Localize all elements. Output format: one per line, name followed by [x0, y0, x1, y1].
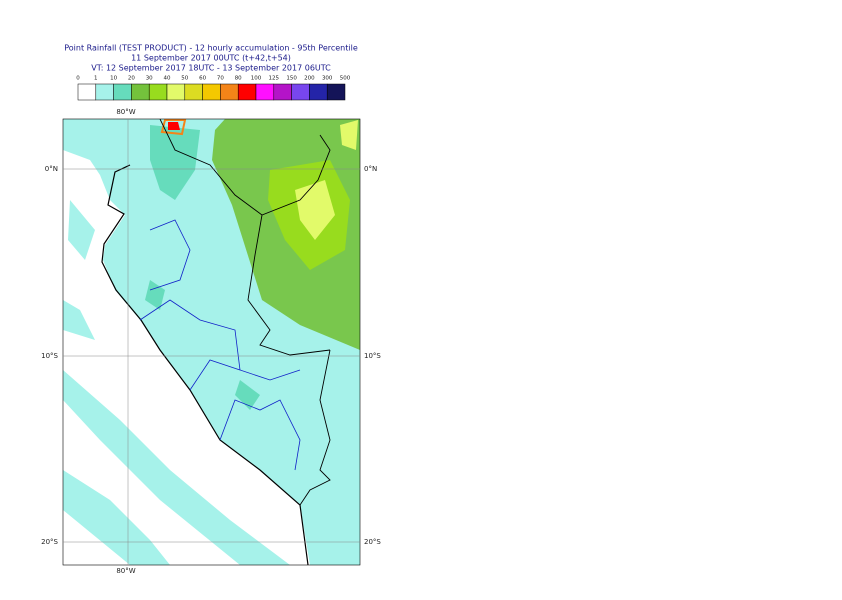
- legend-swatch: [95, 83, 114, 101]
- lat-label: 20°S: [364, 538, 381, 546]
- lat-label: 0°N: [45, 165, 58, 173]
- legend-label: 30: [146, 76, 153, 82]
- legend-label: 1: [94, 76, 98, 82]
- legend-label: 300: [322, 76, 333, 82]
- title-line: 11 September 2017 00UTC (t+42,t+54): [131, 54, 291, 63]
- legend-swatch: [148, 83, 168, 101]
- legend-label: 100: [251, 76, 262, 82]
- legend-swatch: [255, 83, 275, 101]
- lat-label: 10°S: [41, 352, 58, 360]
- legend-label: 20: [128, 76, 135, 82]
- legend-label: 70: [217, 76, 224, 82]
- lon-label: 80°W: [116, 108, 135, 116]
- legend-label: 50: [181, 76, 188, 82]
- legend-swatch: [326, 83, 346, 101]
- lon-label: 80°W: [116, 567, 135, 575]
- lat-label: 10°S: [364, 352, 381, 360]
- legend: 0 1 10 20 30 40 50 60 70 80 100 125 150 200 300 500: [76, 76, 351, 101]
- legend-label: 10: [110, 76, 117, 82]
- legend-label: 0: [76, 76, 80, 82]
- legend-swatch: [184, 83, 203, 101]
- lat-label: 0°N: [364, 165, 377, 173]
- legend-swatch: [309, 83, 328, 101]
- legend-swatch: [291, 83, 310, 101]
- legend-swatch: [220, 83, 239, 101]
- legend-swatch: [113, 83, 132, 101]
- map-frame: [62, 118, 361, 566]
- legend-swatch: [202, 83, 221, 101]
- title-line: VT: 12 September 2017 18UTC - 13 Septemb…: [91, 64, 331, 73]
- legend-swatch: [166, 83, 186, 101]
- rainfall-map: [63, 119, 360, 565]
- title-line: Point Rainfall (TEST PRODUCT) - 12 hourl…: [64, 44, 358, 53]
- legend-label: 200: [304, 76, 315, 82]
- lat-label: 20°S: [41, 538, 58, 546]
- legend-swatch: [77, 83, 97, 101]
- legend-swatch: [131, 83, 150, 101]
- legend-swatch: [237, 83, 257, 101]
- legend-label: 150: [286, 76, 297, 82]
- legend-swatch: [273, 83, 292, 101]
- legend-label: 125: [269, 76, 280, 82]
- legend-label: 500: [340, 76, 351, 82]
- legend-label: 60: [199, 76, 206, 82]
- legend-label: 80: [235, 76, 242, 82]
- legend-label: 40: [164, 76, 171, 82]
